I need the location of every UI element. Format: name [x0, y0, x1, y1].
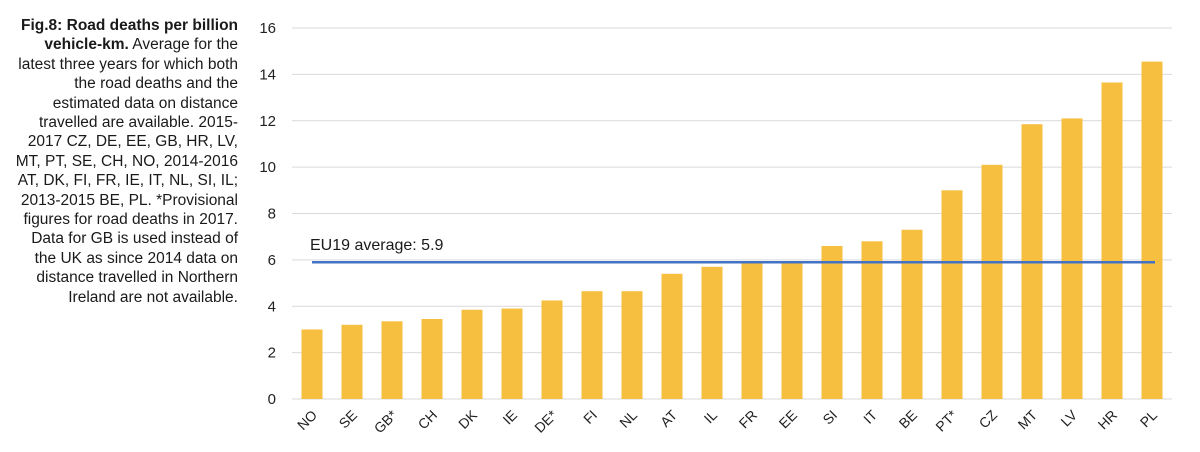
bar	[981, 164, 1003, 399]
x-tick-label: HR	[1094, 407, 1120, 433]
x-tick-label: GB*	[371, 406, 401, 436]
bar	[421, 319, 443, 399]
bar	[701, 266, 723, 399]
x-axis-category-labels: NO SE GB* CH DK IE DE* FI NL AT IL FR EE SI IT BE PT* CZ M…	[294, 406, 1160, 436]
figure-caption: Fig.8: Road deaths per billion vehicle-k…	[8, 16, 238, 307]
y-tick-label: 8	[268, 206, 276, 223]
x-tick-label: MT	[1015, 406, 1041, 432]
bars	[301, 61, 1163, 400]
x-tick-label: FI	[580, 407, 600, 427]
x-tick-label: FR	[736, 407, 761, 432]
y-tick-label: 10	[259, 159, 276, 176]
caption-text: Average for the latest three years for w…	[15, 36, 238, 306]
x-tick-label: NL	[616, 407, 640, 431]
y-tick-label: 14	[259, 66, 276, 83]
bar	[301, 329, 323, 399]
bar	[781, 261, 803, 399]
bar	[861, 241, 883, 399]
bar	[381, 321, 403, 399]
x-tick-label: DE*	[531, 406, 560, 435]
x-tick-label: SE	[336, 407, 361, 432]
x-tick-label: CH	[414, 407, 440, 433]
bar	[821, 245, 843, 399]
bar	[1101, 82, 1123, 399]
x-tick-label: EE	[776, 407, 801, 432]
bar	[461, 309, 483, 399]
x-tick-label: AT	[657, 406, 681, 430]
y-tick-label: 16	[259, 20, 276, 37]
y-tick-label: 0	[268, 391, 276, 408]
x-tick-label: IE	[499, 407, 520, 428]
average-line-group: EU19 average: 5.9	[310, 237, 1155, 264]
bar	[901, 229, 923, 399]
x-tick-label: PT*	[932, 406, 960, 434]
y-axis-tick-labels: 0 2 4 6 8 10 12 14 16	[259, 20, 276, 408]
bar	[941, 190, 963, 399]
bar	[581, 291, 603, 399]
x-tick-label: IT	[860, 406, 880, 426]
bar	[501, 308, 523, 399]
y-tick-label: 12	[259, 113, 276, 130]
x-tick-label: DK	[455, 406, 481, 432]
bar	[661, 273, 683, 399]
bar	[621, 291, 643, 399]
x-tick-label: CZ	[976, 406, 1001, 431]
y-tick-label: 6	[268, 252, 276, 269]
bar	[541, 300, 563, 399]
bar	[1061, 118, 1083, 400]
y-tick-label: 2	[268, 345, 276, 362]
x-tick-label: IL	[701, 407, 721, 427]
x-tick-label: NO	[294, 407, 320, 433]
caption-title: Fig.8: Road deaths per billion vehicle-k…	[20, 17, 238, 54]
x-tick-label: BE	[896, 407, 921, 432]
y-tick-label: 4	[268, 298, 276, 315]
average-label: EU19 average: 5.9	[310, 237, 444, 254]
bar	[741, 262, 763, 399]
x-tick-label: LV	[1057, 406, 1080, 429]
x-tick-label: SI	[819, 407, 840, 428]
x-tick-label: PL	[1137, 407, 1161, 431]
bar	[1141, 61, 1163, 399]
bar	[341, 324, 363, 399]
